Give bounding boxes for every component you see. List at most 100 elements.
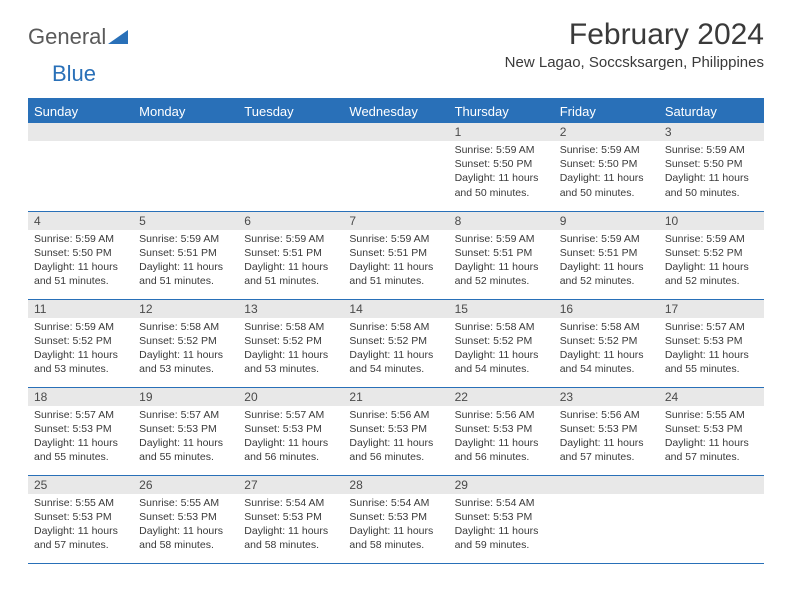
day-details: Sunrise: 5:59 AMSunset: 5:51 PMDaylight:… <box>449 230 554 293</box>
calendar-week-row: 4Sunrise: 5:59 AMSunset: 5:50 PMDaylight… <box>28 211 764 299</box>
calendar-day-cell <box>238 123 343 211</box>
day-details: Sunrise: 5:54 AMSunset: 5:53 PMDaylight:… <box>238 494 343 557</box>
day-details: Sunrise: 5:59 AMSunset: 5:50 PMDaylight:… <box>554 141 659 204</box>
day-details: Sunrise: 5:59 AMSunset: 5:51 PMDaylight:… <box>133 230 238 293</box>
day-number: 1 <box>449 123 554 141</box>
day-number: 21 <box>343 388 448 406</box>
day-number: 29 <box>449 476 554 494</box>
calendar-day-cell: 26Sunrise: 5:55 AMSunset: 5:53 PMDayligh… <box>133 475 238 563</box>
logo-triangle-icon <box>108 30 128 49</box>
calendar-day-cell: 17Sunrise: 5:57 AMSunset: 5:53 PMDayligh… <box>659 299 764 387</box>
day-number: 24 <box>659 388 764 406</box>
calendar-day-cell: 4Sunrise: 5:59 AMSunset: 5:50 PMDaylight… <box>28 211 133 299</box>
day-number: 13 <box>238 300 343 318</box>
day-details: Sunrise: 5:59 AMSunset: 5:51 PMDaylight:… <box>554 230 659 293</box>
day-details: Sunrise: 5:58 AMSunset: 5:52 PMDaylight:… <box>238 318 343 381</box>
day-details: Sunrise: 5:56 AMSunset: 5:53 PMDaylight:… <box>449 406 554 469</box>
empty-day <box>343 123 448 141</box>
calendar-day-cell: 23Sunrise: 5:56 AMSunset: 5:53 PMDayligh… <box>554 387 659 475</box>
calendar-day-cell: 21Sunrise: 5:56 AMSunset: 5:53 PMDayligh… <box>343 387 448 475</box>
calendar-day-cell: 22Sunrise: 5:56 AMSunset: 5:53 PMDayligh… <box>449 387 554 475</box>
weekday-header-row: SundayMondayTuesdayWednesdayThursdayFrid… <box>28 99 764 123</box>
day-number: 17 <box>659 300 764 318</box>
location: New Lagao, Soccsksargen, Philippines <box>505 54 764 71</box>
day-number: 5 <box>133 212 238 230</box>
empty-day <box>133 123 238 141</box>
calendar-day-cell: 28Sunrise: 5:54 AMSunset: 5:53 PMDayligh… <box>343 475 448 563</box>
calendar-week-row: 1Sunrise: 5:59 AMSunset: 5:50 PMDaylight… <box>28 123 764 211</box>
calendar-day-cell: 3Sunrise: 5:59 AMSunset: 5:50 PMDaylight… <box>659 123 764 211</box>
calendar-body: 1Sunrise: 5:59 AMSunset: 5:50 PMDaylight… <box>28 123 764 563</box>
day-details: Sunrise: 5:57 AMSunset: 5:53 PMDaylight:… <box>28 406 133 469</box>
day-details: Sunrise: 5:57 AMSunset: 5:53 PMDaylight:… <box>133 406 238 469</box>
calendar-day-cell: 19Sunrise: 5:57 AMSunset: 5:53 PMDayligh… <box>133 387 238 475</box>
weekday-header: Friday <box>554 99 659 123</box>
calendar-week-row: 18Sunrise: 5:57 AMSunset: 5:53 PMDayligh… <box>28 387 764 475</box>
calendar-day-cell <box>554 475 659 563</box>
calendar-week-row: 11Sunrise: 5:59 AMSunset: 5:52 PMDayligh… <box>28 299 764 387</box>
month-title: February 2024 <box>505 18 764 52</box>
day-number: 25 <box>28 476 133 494</box>
calendar-day-cell: 16Sunrise: 5:58 AMSunset: 5:52 PMDayligh… <box>554 299 659 387</box>
calendar-day-cell: 10Sunrise: 5:59 AMSunset: 5:52 PMDayligh… <box>659 211 764 299</box>
day-details: Sunrise: 5:55 AMSunset: 5:53 PMDaylight:… <box>659 406 764 469</box>
day-number: 28 <box>343 476 448 494</box>
day-number: 26 <box>133 476 238 494</box>
empty-day <box>28 123 133 141</box>
day-details: Sunrise: 5:57 AMSunset: 5:53 PMDaylight:… <box>238 406 343 469</box>
calendar-day-cell: 29Sunrise: 5:54 AMSunset: 5:53 PMDayligh… <box>449 475 554 563</box>
weekday-header: Tuesday <box>238 99 343 123</box>
day-details: Sunrise: 5:59 AMSunset: 5:52 PMDaylight:… <box>659 230 764 293</box>
day-details: Sunrise: 5:57 AMSunset: 5:53 PMDaylight:… <box>659 318 764 381</box>
day-details: Sunrise: 5:59 AMSunset: 5:51 PMDaylight:… <box>238 230 343 293</box>
day-number: 19 <box>133 388 238 406</box>
calendar-day-cell: 9Sunrise: 5:59 AMSunset: 5:51 PMDaylight… <box>554 211 659 299</box>
calendar-day-cell <box>133 123 238 211</box>
day-number: 8 <box>449 212 554 230</box>
calendar-day-cell: 15Sunrise: 5:58 AMSunset: 5:52 PMDayligh… <box>449 299 554 387</box>
header: General Blue February 2024 New Lagao, So… <box>28 18 764 86</box>
day-details: Sunrise: 5:55 AMSunset: 5:53 PMDaylight:… <box>133 494 238 557</box>
day-details: Sunrise: 5:58 AMSunset: 5:52 PMDaylight:… <box>554 318 659 381</box>
day-number: 11 <box>28 300 133 318</box>
weekday-header: Sunday <box>28 99 133 123</box>
day-details: Sunrise: 5:54 AMSunset: 5:53 PMDaylight:… <box>449 494 554 557</box>
day-number: 16 <box>554 300 659 318</box>
calendar-day-cell: 11Sunrise: 5:59 AMSunset: 5:52 PMDayligh… <box>28 299 133 387</box>
weekday-header: Thursday <box>449 99 554 123</box>
calendar-day-cell <box>343 123 448 211</box>
calendar-day-cell: 24Sunrise: 5:55 AMSunset: 5:53 PMDayligh… <box>659 387 764 475</box>
weekday-header: Saturday <box>659 99 764 123</box>
empty-day <box>238 123 343 141</box>
calendar-table: SundayMondayTuesdayWednesdayThursdayFrid… <box>28 98 764 564</box>
day-details: Sunrise: 5:59 AMSunset: 5:50 PMDaylight:… <box>28 230 133 293</box>
calendar-day-cell: 7Sunrise: 5:59 AMSunset: 5:51 PMDaylight… <box>343 211 448 299</box>
day-number: 2 <box>554 123 659 141</box>
day-number: 23 <box>554 388 659 406</box>
logo-text-1: General <box>28 24 106 49</box>
day-number: 14 <box>343 300 448 318</box>
weekday-header: Monday <box>133 99 238 123</box>
calendar-day-cell: 1Sunrise: 5:59 AMSunset: 5:50 PMDaylight… <box>449 123 554 211</box>
logo: General Blue <box>28 18 128 86</box>
calendar-day-cell: 25Sunrise: 5:55 AMSunset: 5:53 PMDayligh… <box>28 475 133 563</box>
day-details: Sunrise: 5:56 AMSunset: 5:53 PMDaylight:… <box>554 406 659 469</box>
title-block: February 2024 New Lagao, Soccsksargen, P… <box>505 18 764 71</box>
day-details: Sunrise: 5:56 AMSunset: 5:53 PMDaylight:… <box>343 406 448 469</box>
calendar-day-cell <box>28 123 133 211</box>
calendar-week-row: 25Sunrise: 5:55 AMSunset: 5:53 PMDayligh… <box>28 475 764 563</box>
day-number: 12 <box>133 300 238 318</box>
day-number: 27 <box>238 476 343 494</box>
day-number: 9 <box>554 212 659 230</box>
day-number: 3 <box>659 123 764 141</box>
day-number: 6 <box>238 212 343 230</box>
calendar-day-cell: 12Sunrise: 5:58 AMSunset: 5:52 PMDayligh… <box>133 299 238 387</box>
day-details: Sunrise: 5:58 AMSunset: 5:52 PMDaylight:… <box>133 318 238 381</box>
logo-text-2: Blue <box>52 61 96 86</box>
day-number: 22 <box>449 388 554 406</box>
empty-day <box>554 476 659 494</box>
calendar-day-cell <box>659 475 764 563</box>
calendar-day-cell: 5Sunrise: 5:59 AMSunset: 5:51 PMDaylight… <box>133 211 238 299</box>
day-details: Sunrise: 5:59 AMSunset: 5:50 PMDaylight:… <box>449 141 554 204</box>
day-details: Sunrise: 5:54 AMSunset: 5:53 PMDaylight:… <box>343 494 448 557</box>
